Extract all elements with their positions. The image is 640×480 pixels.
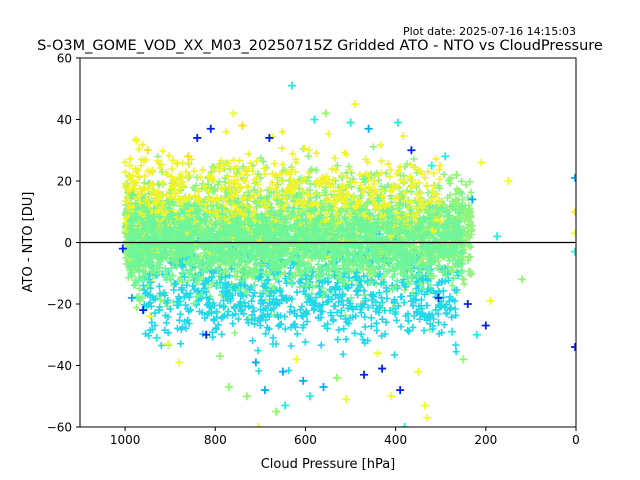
y-tick-label: −60: [47, 421, 72, 435]
scatter-point: [272, 407, 281, 416]
scatter-point: [472, 330, 481, 339]
scatter-point: [468, 195, 477, 204]
scatter-point: [571, 229, 576, 238]
scatter-point: [333, 373, 342, 382]
scatter-point-cloud: [121, 128, 476, 375]
y-tick-label: −40: [47, 359, 72, 373]
scatter-point: [206, 124, 215, 133]
scatter-point: [504, 177, 513, 185]
scatter-point: [463, 300, 472, 308]
scatter-point: [265, 133, 274, 142]
scatter-point: [448, 327, 456, 336]
scatter-point: [260, 386, 269, 395]
scatter-point: [184, 152, 193, 161]
scatter-point: [215, 352, 224, 361]
scatter-point: [292, 355, 301, 364]
scatter-point: [278, 367, 287, 376]
x-tick-label: 200: [474, 433, 497, 447]
scatter-point: [434, 293, 443, 302]
scatter-cloud-markers-core: [126, 175, 466, 308]
scatter-point: [571, 207, 576, 216]
y-tick-label: 60: [57, 52, 72, 66]
scatter-point: [242, 392, 251, 401]
scatter-point: [373, 349, 382, 358]
scatter-point: [571, 343, 576, 352]
plot-date: Plot date: 2025-07-16 14:15:03: [403, 25, 576, 38]
scatter-point: [143, 146, 152, 155]
chart-title: S-O3M_GOME_VOD_XX_M03_20250715Z Gridded …: [37, 38, 603, 54]
scatter-point: [400, 423, 409, 427]
scatter-point: [396, 386, 405, 395]
x-tick-label: 0: [572, 433, 580, 447]
y-tick-label: 20: [57, 175, 72, 189]
scatter-point: [407, 146, 416, 155]
scatter-point: [152, 333, 161, 342]
scatter-point: [321, 109, 330, 118]
scatter-point: [118, 244, 127, 253]
scatter-point: [571, 247, 576, 256]
x-axis-label: Cloud Pressure [hPa]: [261, 457, 396, 472]
y-tick-label: 0: [64, 236, 72, 250]
scatter-point: [287, 81, 296, 90]
scatter-point: [477, 158, 486, 167]
scatter-point: [481, 321, 490, 330]
scatter-point: [346, 118, 355, 127]
scatter-point: [571, 173, 576, 182]
scatter-point: [378, 364, 387, 373]
x-tick-label: 1000: [110, 433, 141, 447]
scatter-point: [486, 296, 495, 305]
scatter-point: [493, 232, 502, 241]
scatter-point: [351, 100, 360, 109]
scatter-point: [229, 109, 238, 118]
scatter-point: [281, 401, 290, 410]
scatter-point: [139, 306, 148, 315]
scatter-point: [251, 358, 260, 367]
scatter-point: [441, 152, 450, 161]
scatter-point: [305, 392, 314, 401]
scatter-point: [387, 392, 396, 401]
x-tick-label: 400: [384, 433, 407, 447]
scatter-point: [254, 423, 263, 427]
y-axis-label: ATO - NTO [DU]: [21, 192, 36, 293]
scatter-point: [427, 161, 436, 170]
scatter-point: [125, 161, 134, 170]
y-tick-label: 40: [57, 113, 72, 127]
scatter-point: [238, 121, 247, 130]
scatter-cloud-markers-cyan: [139, 230, 462, 375]
scatter-point: [299, 376, 308, 385]
scatter-point: [319, 383, 328, 392]
scatter-point: [127, 293, 136, 302]
scatter-point: [342, 395, 351, 404]
x-tick-label: 800: [204, 433, 227, 447]
scatter-points: [118, 81, 576, 427]
scatter-point: [414, 367, 423, 376]
scatter-point: [310, 115, 319, 124]
scatter-point: [423, 413, 432, 422]
scatter-point: [452, 170, 461, 179]
scatter-point: [393, 118, 402, 127]
scatter-point: [202, 330, 211, 339]
scatter-point: [224, 383, 233, 392]
x-axis-ticks: 1000 800 600 400 200 0: [110, 427, 580, 447]
scatter-point: [175, 358, 184, 367]
y-axis-ticks: −60 −40 −20 0 20 40 60: [47, 52, 80, 435]
scatter-point: [193, 133, 202, 142]
x-tick-label: 600: [294, 433, 317, 447]
scatter-point: [459, 355, 468, 364]
scatter-point: [517, 275, 526, 284]
scatter-point: [163, 339, 172, 348]
scatter-point: [145, 312, 154, 321]
scatter-point: [132, 137, 141, 146]
scatter-point: [364, 124, 373, 133]
y-tick-label: −20: [47, 298, 72, 312]
scatter-point: [420, 401, 429, 410]
scatter-point: [360, 370, 369, 379]
